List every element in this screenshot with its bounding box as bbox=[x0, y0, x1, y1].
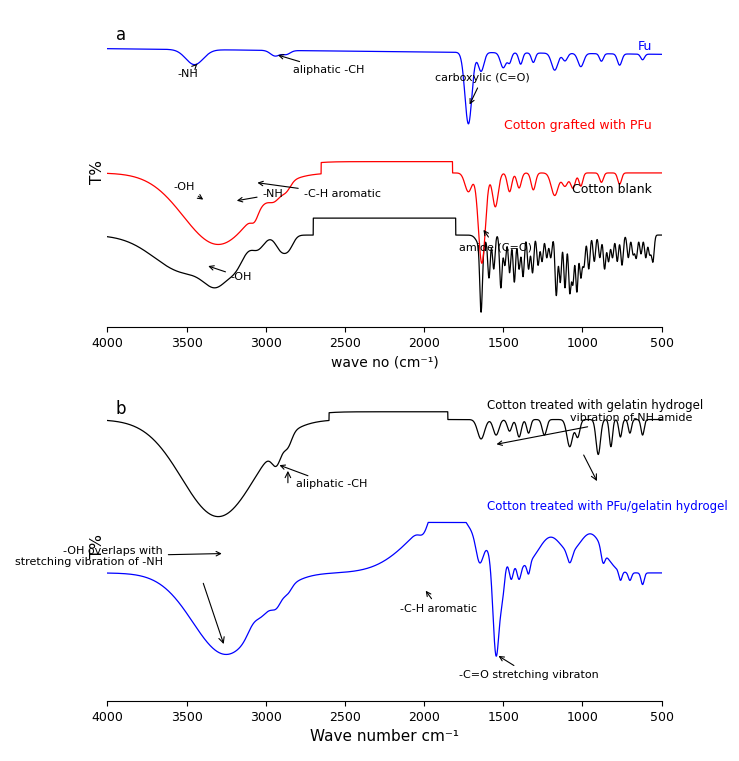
Text: Fu: Fu bbox=[638, 40, 652, 53]
X-axis label: Wave number cm⁻¹: Wave number cm⁻¹ bbox=[310, 729, 459, 744]
Y-axis label: T%: T% bbox=[89, 533, 105, 558]
Text: Cotton treated with gelatin hydrogel: Cotton treated with gelatin hydrogel bbox=[488, 400, 704, 412]
Text: -C=O stretching vibraton: -C=O stretching vibraton bbox=[459, 657, 599, 680]
Text: -C-H aromatic: -C-H aromatic bbox=[259, 181, 381, 199]
Text: aliphatic -CH: aliphatic -CH bbox=[279, 55, 364, 75]
Text: a: a bbox=[116, 26, 126, 44]
X-axis label: wave no (cm⁻¹): wave no (cm⁻¹) bbox=[330, 355, 438, 370]
Text: -NH: -NH bbox=[238, 189, 283, 202]
Text: -OH: -OH bbox=[209, 266, 252, 282]
Text: Cotton blank: Cotton blank bbox=[572, 183, 652, 196]
Text: amide (C=O): amide (C=O) bbox=[459, 231, 532, 252]
Text: aliphatic -CH: aliphatic -CH bbox=[281, 465, 367, 489]
Text: Cotton treated with PFu/gelatin hydrogel: Cotton treated with PFu/gelatin hydrogel bbox=[488, 501, 728, 514]
Text: vibration of-NH amide: vibration of-NH amide bbox=[497, 413, 692, 445]
Text: carboxylic (C=O): carboxylic (C=O) bbox=[435, 73, 530, 103]
Text: -OH overlaps with
stretching vibration of -NH: -OH overlaps with stretching vibration o… bbox=[15, 546, 220, 567]
Text: -NH: -NH bbox=[177, 64, 198, 79]
Text: -OH: -OH bbox=[174, 182, 202, 199]
Text: -C-H aromatic: -C-H aromatic bbox=[401, 592, 477, 614]
Y-axis label: T%: T% bbox=[89, 160, 105, 184]
Text: Cotton grafted with PFu: Cotton grafted with PFu bbox=[504, 119, 652, 132]
Text: b: b bbox=[116, 400, 126, 418]
